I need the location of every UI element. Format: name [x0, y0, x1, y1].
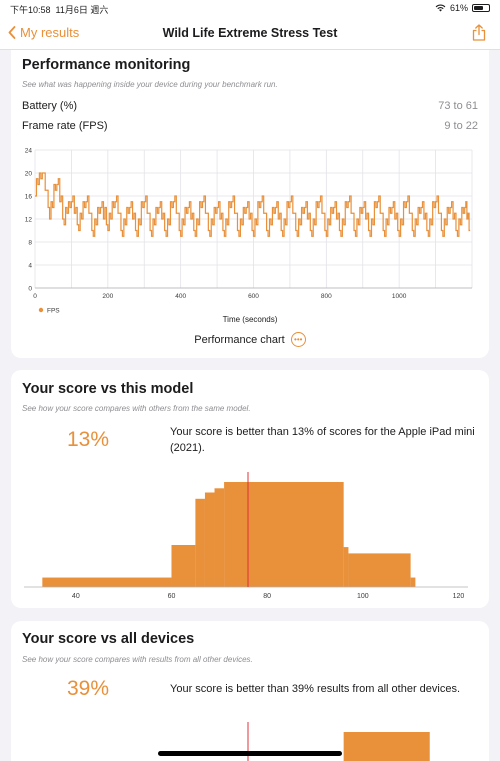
x-tick-label: 600: [248, 293, 259, 300]
percentile-description: Your score is better than 39% results fr…: [170, 683, 461, 695]
status-time: 下午10:58: [10, 5, 51, 15]
y-tick-label: 16: [25, 194, 33, 201]
histogram-bar: [410, 577, 416, 587]
back-button-label: My results: [20, 25, 80, 40]
status-date: 11月6日 週六: [55, 5, 109, 15]
x-tick-label: 800: [321, 293, 332, 300]
histogram-bar: [195, 498, 205, 587]
wifi-icon: [435, 4, 446, 12]
fps-series-line: [35, 172, 471, 237]
battery-percent: 61%: [449, 3, 468, 13]
performance-chart: 0 4 8 12 16 20 24 0 200 400 600 800 1000 FPS Time (sec…: [25, 148, 473, 324]
score-vs-model-card: Your score vs this model See how your sc…: [11, 370, 489, 608]
battery-metric-value: 73 to 61: [438, 100, 478, 112]
navigation-bar: My results Wild Life Extreme Stress Test: [0, 16, 500, 50]
percentile-value: 13%: [67, 428, 110, 451]
x-tick-label: 60: [168, 593, 176, 600]
x-tick-label: 1000: [392, 293, 407, 300]
x-tick-label: 100: [357, 593, 369, 600]
performance-monitoring-card: Performance monitoring See what was happ…: [11, 50, 489, 358]
histogram-bar: [224, 482, 344, 587]
y-tick-label: 8: [28, 240, 32, 247]
back-button[interactable]: My results: [8, 25, 79, 40]
fps-metric-label: Frame rate (FPS): [22, 120, 108, 132]
histogram-bar: [204, 492, 215, 587]
share-button[interactable]: [472, 24, 486, 46]
histogram-bar: [343, 547, 349, 587]
card-title: Your score vs all devices: [22, 631, 195, 647]
score-histogram: 40 60 80 100 120: [24, 472, 468, 600]
y-tick-label: 0: [28, 286, 32, 293]
y-tick-label: 12: [25, 217, 33, 224]
share-icon: [472, 24, 486, 41]
y-tick-label: 20: [25, 171, 33, 178]
legend-marker: [38, 307, 44, 313]
histogram-bar: [171, 545, 196, 587]
x-tick-label: 120: [453, 593, 465, 600]
battery-metric-row: Battery (%) 73 to 61: [22, 100, 478, 112]
x-tick-label: 0: [33, 293, 37, 300]
x-tick-label: 200: [102, 293, 113, 300]
card-title: Your score vs this model: [22, 381, 194, 397]
y-tick-label: 4: [28, 263, 32, 270]
histogram-bar: [348, 553, 411, 587]
fps-metric-row: Frame rate (FPS) 9 to 22: [22, 120, 478, 132]
histogram-bar: [42, 577, 172, 587]
percentile-value: 39%: [67, 677, 110, 700]
card-subtitle: See how your score compares with others …: [22, 404, 251, 413]
x-tick-label: 80: [263, 593, 271, 600]
x-tick-label: 40: [72, 593, 80, 600]
battery-icon: [472, 4, 490, 12]
page-title: Wild Life Extreme Stress Test: [162, 26, 338, 40]
card-title: Performance monitoring: [22, 57, 191, 73]
chevron-left-icon: [8, 26, 16, 39]
card-subtitle: See what was happening inside your devic…: [22, 80, 278, 89]
y-tick-label: 24: [25, 148, 33, 155]
performance-chart-menu[interactable]: Performance chart •••: [11, 332, 489, 347]
x-tick-label: 400: [175, 293, 186, 300]
legend-label: FPS: [47, 308, 60, 315]
x-axis-title: Time (seconds): [223, 315, 278, 324]
score-histogram-all-devices: [247, 722, 430, 761]
histogram-bar: [343, 732, 430, 761]
score-vs-all-devices-card: Your score vs all devices See how your s…: [11, 621, 489, 761]
home-indicator[interactable]: [158, 751, 342, 756]
fps-metric-value: 9 to 22: [444, 120, 478, 132]
histogram-bar: [214, 488, 225, 587]
card-subtitle: See how your score compares with results…: [22, 655, 253, 664]
percentile-description: Your score is better than 13% of scores …: [170, 426, 475, 454]
status-bar: 下午10:58 11月6日 週六 61%: [0, 0, 500, 16]
performance-chart-label: Performance chart: [194, 333, 285, 346]
battery-metric-label: Battery (%): [22, 100, 78, 112]
more-options-icon[interactable]: •••: [290, 332, 306, 347]
